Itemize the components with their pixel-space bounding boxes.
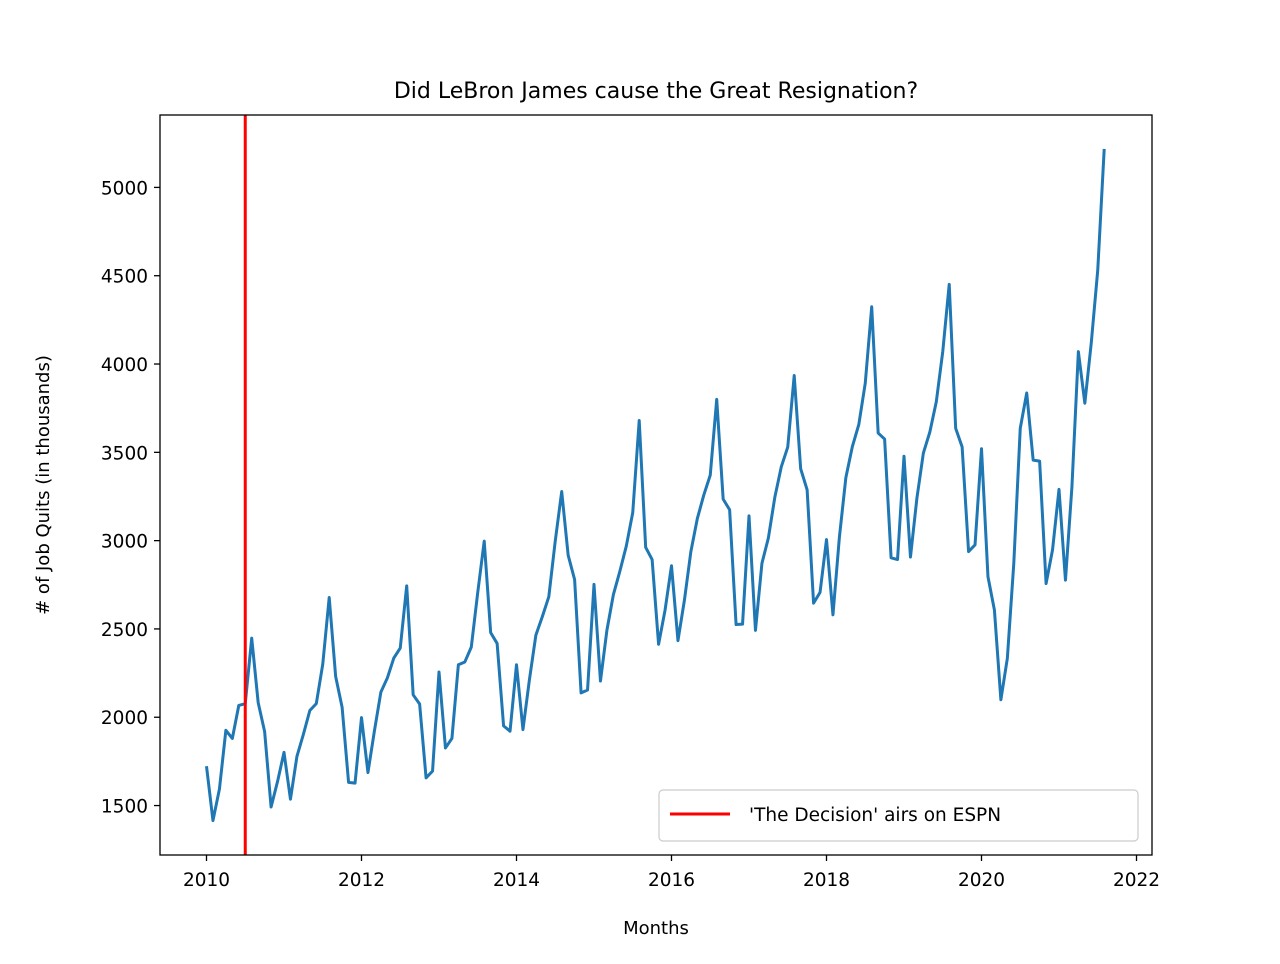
x-tick-label: 2020 xyxy=(958,870,1005,891)
y-tick-label: 3500 xyxy=(101,443,148,464)
x-tick-label: 2016 xyxy=(648,870,695,891)
chart-title: Did LeBron James cause the Great Resigna… xyxy=(394,79,918,104)
x-tick-label: 2014 xyxy=(493,870,540,891)
y-axis-label: # of Job Quits (in thousands) xyxy=(33,355,54,615)
y-tick-label: 3000 xyxy=(101,532,148,553)
legend-label: 'The Decision' airs on ESPN xyxy=(749,805,1001,826)
y-tick-label: 1500 xyxy=(101,797,148,818)
y-tick-label: 2000 xyxy=(101,708,148,729)
x-tick-label: 2012 xyxy=(338,870,385,891)
x-axis-label: Months xyxy=(623,918,689,939)
legend-box xyxy=(658,789,1139,842)
series-line-0 xyxy=(205,148,1106,823)
axes-frame xyxy=(159,114,1153,856)
x-tick-label: 2018 xyxy=(803,870,850,891)
y-tick-label: 4000 xyxy=(101,355,148,376)
y-tick-label: 4500 xyxy=(101,267,148,288)
y-tick-label: 5000 xyxy=(101,178,148,199)
legend: 'The Decision' airs on ESPN xyxy=(658,789,1139,842)
plot-area xyxy=(205,115,1106,855)
axis-ticks: 2010 2012 2014 2016 2018 2020 2022 1500 2000 2500… xyxy=(101,178,1160,891)
x-tick-label: 2022 xyxy=(1113,870,1160,891)
y-tick-label: 2500 xyxy=(101,620,148,641)
x-tick-label: 2010 xyxy=(183,870,230,891)
